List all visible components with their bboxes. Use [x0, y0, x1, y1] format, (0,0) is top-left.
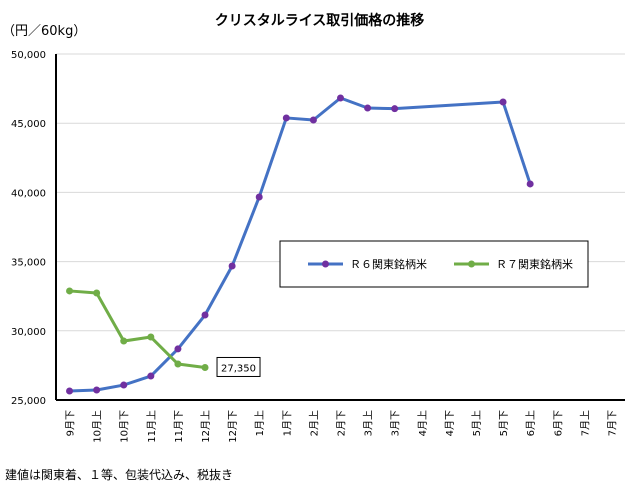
data-point-1: [201, 363, 209, 371]
y-tick-label: 30,000: [11, 327, 46, 338]
data-point-1: [174, 360, 182, 368]
x-tick-label: 5月上: [471, 410, 483, 436]
data-point-1: [66, 287, 74, 295]
data-label-box: [216, 356, 261, 377]
x-tick-label: 12月下: [227, 410, 239, 443]
y-tick-label: 35,000: [11, 258, 46, 269]
data-point-0: [120, 381, 128, 389]
legend-label: Ｒ７関東銘柄米: [496, 257, 573, 271]
x-tick-label: 5月下: [498, 410, 510, 436]
x-tick-label: 2月上: [308, 410, 320, 436]
data-point-0: [364, 104, 372, 112]
x-tick-label: 11月上: [146, 410, 158, 443]
data-point-0: [201, 311, 209, 319]
x-tick-label: 11月下: [173, 410, 185, 443]
chart-title: クリスタルライス取引価格の推移: [214, 13, 425, 29]
data-point-0: [228, 262, 236, 270]
x-tick-label: 4月上: [417, 410, 429, 436]
x-tick-label: 3月下: [390, 410, 402, 436]
x-tick-label: 10月下: [119, 410, 131, 443]
y-axis-label: （円／60kg）: [2, 24, 87, 39]
data-point-0: [93, 386, 101, 394]
data-point-0: [337, 94, 344, 102]
legend-label: Ｒ６関東銘柄米: [350, 257, 427, 271]
x-tick-label: 9月下: [65, 410, 77, 436]
legend-marker: [468, 260, 475, 268]
footnote: 建値は関東着、１等、包装代込み、税抜き: [5, 468, 234, 482]
data-point-0: [282, 114, 290, 122]
data-point-0: [66, 387, 74, 395]
data-point-0: [309, 116, 317, 124]
x-tick-label: 12月上: [200, 410, 212, 443]
data-point-0: [255, 193, 263, 201]
x-tick-label: 1月上: [254, 410, 266, 436]
x-tick-label: 7月下: [606, 410, 618, 436]
legend-marker: [322, 260, 329, 268]
x-tick-label: 4月下: [444, 410, 456, 436]
data-point-1: [120, 337, 128, 345]
x-tick-label: 6月上: [525, 410, 537, 436]
x-tick-label: 3月上: [363, 410, 375, 436]
data-point-0: [391, 105, 399, 113]
data-label: 27,350: [221, 363, 256, 374]
y-tick-label: 45,000: [11, 119, 46, 130]
data-point-0: [174, 345, 182, 353]
y-tick-label: 25,000: [11, 396, 46, 407]
x-tick-label: 7月上: [579, 410, 591, 436]
data-point-0: [499, 98, 507, 106]
x-tick-label: 1月下: [281, 410, 293, 436]
x-tick-label: 10月上: [92, 410, 104, 443]
data-point-0: [147, 372, 155, 380]
series-line-1: [69, 289, 206, 369]
x-tick-label: 6月下: [552, 410, 564, 436]
data-point-1: [93, 289, 101, 297]
x-tick-label: 2月下: [336, 410, 348, 436]
y-tick-label: 40,000: [11, 188, 46, 199]
y-tick-label: 50,000: [11, 50, 46, 61]
data-point-1: [147, 333, 155, 341]
data-point-0: [526, 180, 534, 188]
